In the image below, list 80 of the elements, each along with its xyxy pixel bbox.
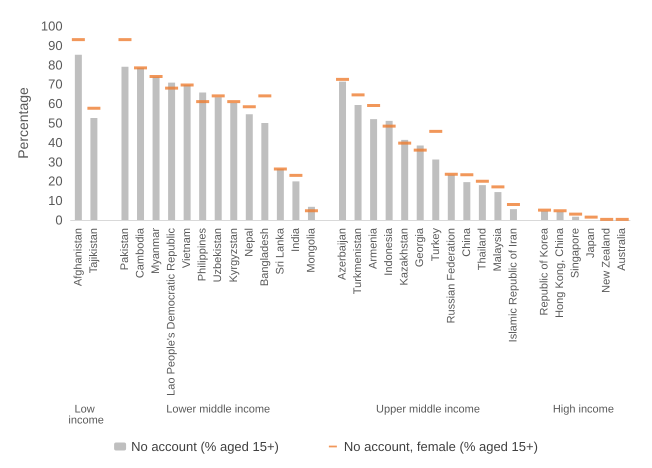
legend-label: No account (% aged 15+) (131, 439, 279, 454)
y-tick-label: 50 (48, 116, 63, 130)
y-tick-label: 20 (48, 174, 63, 189)
text: Upper middle income (376, 404, 480, 416)
y-tick-label: 70 (48, 76, 63, 92)
x-tick-label: Armenia (368, 227, 380, 269)
bar (416, 146, 424, 220)
x-tick-label: Azerbaijan (336, 228, 349, 280)
bar (432, 159, 440, 220)
bar (541, 211, 548, 220)
x-tick-label: Australia (616, 227, 628, 271)
bar (90, 118, 98, 220)
bar (276, 168, 284, 220)
x-tick-label: Malaysia (492, 227, 504, 272)
bar (184, 84, 191, 220)
y-tick-label: 80 (48, 57, 63, 72)
x-tick-label: Afghanistan (72, 228, 84, 286)
y-tick-label: 100 (40, 18, 63, 34)
legend-label: No account, female (% aged 15+) (344, 439, 538, 454)
x-tick-label: Bangladesh (258, 228, 271, 286)
bar (230, 103, 238, 220)
bar (292, 181, 300, 220)
bar (401, 140, 408, 220)
x-tick-label: Pakistan (118, 228, 131, 270)
x-tick-label: Singapore (570, 228, 582, 278)
bar (152, 76, 160, 220)
x-tick-label: Sri Lanka (274, 227, 286, 274)
text: Low income (68, 404, 104, 426)
y-tick-label: 40 (48, 134, 63, 150)
bar (478, 185, 486, 220)
x-tick-label: Cambodia (134, 227, 147, 278)
bar (386, 120, 393, 220)
x-tick-label: Indonesia (383, 227, 396, 276)
bar (168, 82, 176, 220)
y-tick-label: 0 (55, 212, 63, 228)
x-tick-label: Republic of Korea (538, 227, 551, 316)
x-tick-label: Vietnam (181, 228, 194, 268)
bar (354, 104, 362, 220)
x-tick-label: Hong Kong, China (554, 227, 566, 318)
x-tick-label: Lao People's Democratic Republic (166, 228, 178, 396)
x-tick-label: India (290, 227, 302, 252)
y-tick-label: 10 (48, 193, 63, 208)
text: High income (552, 404, 614, 416)
x-tick-label: Islamic Republic of Iran (507, 228, 520, 342)
bar (510, 209, 517, 220)
bar (556, 212, 564, 220)
y-tick-label: 90 (48, 38, 63, 53)
bar (463, 182, 470, 220)
x-tick-label: Nepal (243, 228, 256, 257)
x-tick-label: Myanmar (150, 228, 162, 274)
x-tick-label: Mongolia (305, 227, 318, 273)
x-tick-label: Kazakhstan (398, 228, 411, 286)
bar (494, 192, 502, 220)
bar (121, 66, 128, 220)
x-tick-label: Kyrgyzstan (228, 228, 240, 282)
bar (137, 68, 144, 220)
y-axis-title: Percentage (15, 86, 31, 159)
text: Lower middle income (166, 404, 270, 416)
x-tick-label: Thailand (476, 228, 488, 270)
bar (246, 114, 253, 220)
x-tick-label: China (460, 227, 473, 257)
bar (74, 54, 82, 220)
x-tick-label: Japan (585, 228, 598, 258)
x-tick-label: Philippines (196, 228, 209, 282)
bar (199, 92, 206, 220)
x-tick-label: Uzbekistan (212, 228, 224, 282)
y-tick-label: 30 (48, 154, 63, 170)
x-tick-label: Tajikistan (88, 228, 100, 274)
bar (214, 97, 222, 220)
x-tick-label: Russian Federation (445, 228, 458, 324)
x-tick-label: Turkmenistan (352, 228, 364, 294)
bar (370, 119, 378, 220)
bar (448, 174, 455, 220)
y-tick-label: 60 (48, 96, 63, 112)
x-tick-label: Turkey (430, 228, 442, 262)
bar (572, 216, 580, 220)
bar (339, 82, 346, 220)
x-tick-label: New Zealand (600, 228, 613, 293)
bar (261, 123, 268, 220)
x-tick-label: Georgia (414, 227, 426, 268)
